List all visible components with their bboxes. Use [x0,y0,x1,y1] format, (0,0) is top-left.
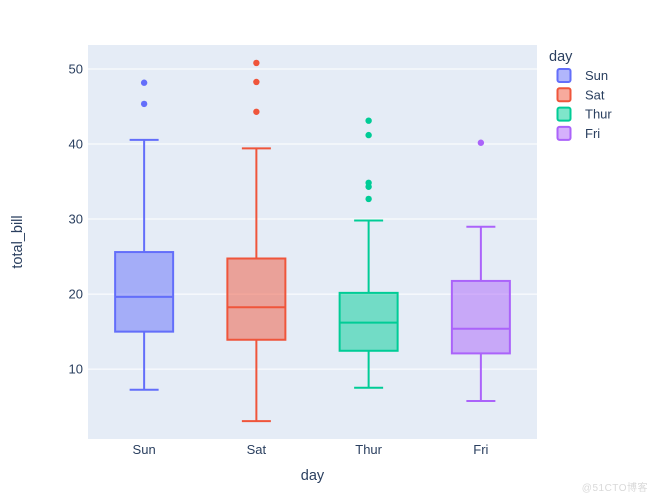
legend-item-sun[interactable]: Sun [556,68,609,83]
outlier-point-thur[interactable] [365,179,372,187]
box-group-fri[interactable] [450,139,511,402]
y-axis-title: total_bill [10,215,26,268]
legend-swatch-sun[interactable] [556,68,572,83]
box-group-thur[interactable] [338,117,399,389]
x-axis-title: day [301,468,325,484]
legend-item-fri[interactable]: Fri [556,125,601,141]
legend-label-thur[interactable]: Thur [585,107,612,122]
x-tick-label: Sun [133,442,156,457]
box-rect-sun[interactable] [114,251,175,333]
x-tick-label: Fri [473,442,488,457]
legend-label-sun[interactable]: Sun [585,68,608,83]
legend-label-fri[interactable]: Fri [585,126,600,141]
y-tick-label: 20 [69,287,83,302]
legend: day Sun Sat Thur Fri [549,49,612,141]
legend-swatch-sat[interactable] [556,87,572,103]
y-tick-label: 10 [69,362,83,377]
outlier-point-thur[interactable] [365,131,372,139]
outlier-point-sun[interactable] [140,100,148,108]
box-rect-fri[interactable] [450,279,511,355]
legend-item-thur[interactable]: Thur [556,106,613,122]
y-tick-label: 50 [69,62,83,77]
y-tick-label: 30 [69,212,83,227]
outlier-point-thur[interactable] [365,117,372,124]
plot-area [88,45,537,439]
outlier-point-thur[interactable] [365,195,372,203]
outlier-point-sat[interactable] [253,108,260,115]
box-group-sun[interactable] [114,79,175,391]
legend-label-sat[interactable]: Sat [585,87,605,102]
outlier-point-fri[interactable] [477,139,485,146]
outlier-point-sat[interactable] [253,59,260,67]
watermark: @51CTO博客 [581,483,648,494]
legend-swatch-fri[interactable] [556,125,572,141]
outlier-point-sun[interactable] [140,79,148,86]
box-group-sat[interactable] [226,59,287,423]
legend-title: day [549,49,573,65]
legend-swatch-thur[interactable] [556,106,572,122]
y-tick-label: 40 [69,137,83,152]
x-tick-label: Sat [247,442,267,457]
legend-item-sat[interactable]: Sat [556,87,605,103]
x-tick-label: Thur [355,442,382,457]
outlier-point-sat[interactable] [253,78,260,86]
box-rect-sat[interactable] [226,257,287,341]
